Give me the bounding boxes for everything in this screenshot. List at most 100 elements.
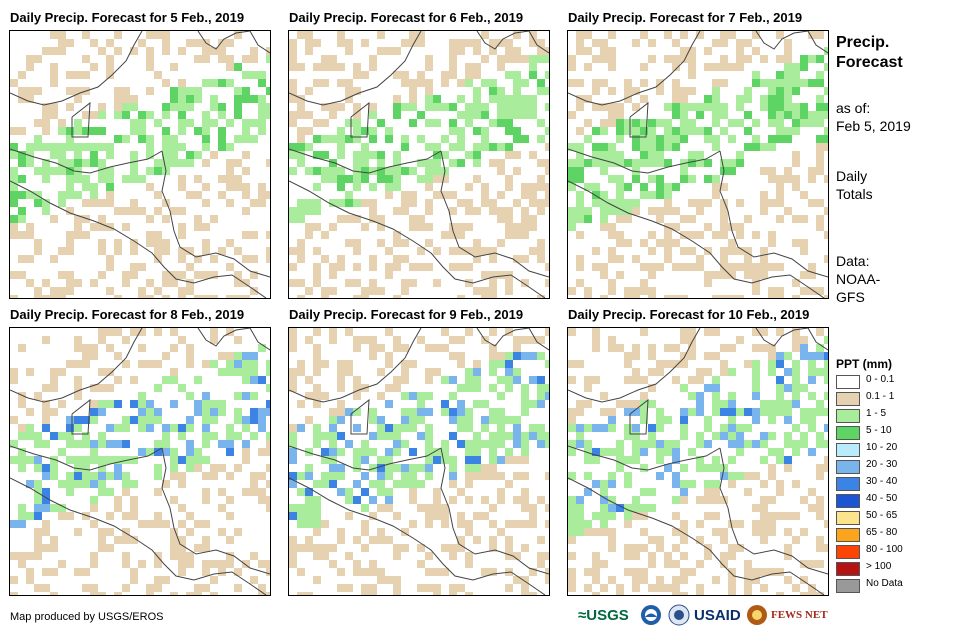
precip-cell bbox=[640, 95, 648, 103]
precip-cell bbox=[640, 528, 648, 536]
precip-cell bbox=[226, 143, 234, 151]
precip-cell bbox=[568, 568, 576, 576]
coastline bbox=[755, 31, 809, 50]
precip-cell bbox=[242, 183, 250, 191]
precip-cell bbox=[513, 368, 521, 376]
precip-cell bbox=[266, 255, 270, 263]
precip-cell bbox=[513, 472, 521, 480]
precip-cell bbox=[816, 79, 824, 87]
precip-cell bbox=[521, 215, 529, 223]
precip-cell bbox=[297, 31, 305, 39]
precip-cell bbox=[537, 560, 545, 568]
precip-cell bbox=[138, 39, 146, 47]
precip-cell bbox=[449, 207, 457, 215]
precip-cell bbox=[481, 135, 489, 143]
precip-cell bbox=[34, 480, 42, 488]
precip-cell bbox=[776, 263, 784, 271]
precip-cell bbox=[704, 440, 712, 448]
precip-cell bbox=[505, 328, 513, 336]
precip-cell bbox=[720, 295, 728, 298]
precip-cell bbox=[481, 79, 489, 87]
precip-cell bbox=[712, 352, 720, 360]
precip-cell bbox=[545, 55, 549, 63]
precip-cell bbox=[728, 592, 736, 595]
precip-cell bbox=[66, 183, 74, 191]
precip-cell bbox=[194, 223, 202, 231]
precip-cell bbox=[122, 440, 130, 448]
precip-cell bbox=[154, 440, 162, 448]
precip-cell bbox=[537, 384, 545, 392]
precip-cell bbox=[154, 416, 162, 424]
precip-cell bbox=[744, 55, 752, 63]
precip-cell bbox=[186, 279, 194, 287]
precip-cell bbox=[114, 239, 122, 247]
precip-cell bbox=[648, 135, 656, 143]
precip-cell bbox=[337, 143, 345, 151]
precip-cell bbox=[10, 231, 18, 239]
coastline bbox=[440, 150, 549, 278]
precip-cell bbox=[752, 528, 760, 536]
precip-cell bbox=[425, 239, 433, 247]
precip-cell bbox=[521, 504, 529, 512]
precip-cell bbox=[728, 416, 736, 424]
precip-cell bbox=[481, 271, 489, 279]
precip-cell bbox=[545, 520, 549, 528]
precip-cell bbox=[545, 167, 549, 175]
precip-cell bbox=[82, 231, 90, 239]
precip-cell bbox=[194, 456, 202, 464]
precip-cell bbox=[42, 408, 50, 416]
coastline bbox=[289, 148, 442, 174]
precip-cell bbox=[234, 111, 242, 119]
precip-cell bbox=[648, 287, 656, 295]
precip-cell bbox=[744, 143, 752, 151]
precip-cell bbox=[18, 95, 26, 103]
precip-cell bbox=[712, 456, 720, 464]
precip-cell bbox=[776, 295, 784, 298]
precip-cell bbox=[784, 79, 792, 87]
precip-cell bbox=[465, 103, 473, 111]
precip-cell bbox=[521, 231, 529, 239]
precip-cell bbox=[768, 408, 776, 416]
precip-cell bbox=[162, 47, 170, 55]
map-panel-1 bbox=[9, 30, 271, 299]
precip-cell bbox=[465, 199, 473, 207]
precip-cell bbox=[90, 111, 98, 119]
precip-cell bbox=[760, 328, 768, 336]
precip-cell bbox=[465, 416, 473, 424]
precip-cell bbox=[369, 167, 377, 175]
precip-cell bbox=[138, 263, 146, 271]
precip-cell bbox=[776, 408, 784, 416]
precip-cell bbox=[537, 39, 545, 47]
precip-cell bbox=[624, 183, 632, 191]
precip-cell bbox=[672, 512, 680, 520]
precip-cell bbox=[680, 263, 688, 271]
precip-cell bbox=[42, 47, 50, 55]
precip-cell bbox=[568, 328, 576, 336]
precip-cell bbox=[648, 119, 656, 127]
precip-cell bbox=[329, 271, 337, 279]
precip-cell bbox=[513, 231, 521, 239]
precip-cell bbox=[521, 352, 529, 360]
precip-cell bbox=[393, 159, 401, 167]
precip-cell bbox=[720, 63, 728, 71]
precip-cell bbox=[289, 544, 297, 552]
precip-cell bbox=[242, 352, 250, 360]
precip-cell bbox=[186, 528, 194, 536]
precip-cell bbox=[489, 159, 497, 167]
precip-cell bbox=[680, 135, 688, 143]
precip-cell bbox=[600, 47, 608, 55]
precip-cell bbox=[600, 39, 608, 47]
precip-cell bbox=[289, 143, 297, 151]
precip-cell bbox=[234, 183, 242, 191]
precip-cell bbox=[568, 440, 576, 448]
precip-cell bbox=[250, 472, 258, 480]
precip-cell bbox=[138, 127, 146, 135]
precip-cell bbox=[784, 408, 792, 416]
precip-cell bbox=[441, 135, 449, 143]
precip-cell bbox=[616, 151, 624, 159]
precip-cell bbox=[648, 127, 656, 135]
precip-cell bbox=[210, 432, 218, 440]
precip-cell bbox=[672, 440, 680, 448]
precip-cell bbox=[106, 175, 114, 183]
precip-cell bbox=[513, 576, 521, 584]
